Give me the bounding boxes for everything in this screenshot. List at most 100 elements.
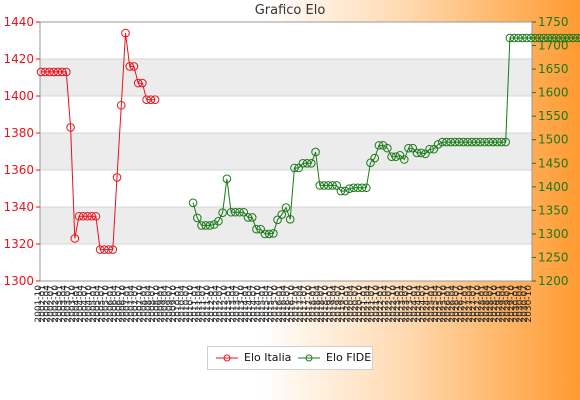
- x-tick-label: 2016-10: [287, 285, 297, 323]
- y-right-tick-label: 1250: [538, 250, 569, 264]
- x-tick-label: 2022-04: [380, 285, 390, 323]
- grid-band: [40, 207, 532, 244]
- grid-band: [40, 133, 532, 170]
- x-tick-label: 2004-01: [72, 285, 82, 323]
- x-tick-label: 2022-07: [385, 285, 395, 323]
- x-tick-label: 2001-10: [34, 285, 44, 323]
- data-point: [454, 137, 464, 147]
- x-tick-label: 2030-01: [511, 285, 521, 323]
- x-tick-label: 2023-07: [402, 285, 412, 323]
- x-tick-label: 2019-07: [334, 285, 344, 323]
- data-point: [264, 229, 274, 239]
- x-tick-label: 2026-04: [448, 285, 458, 323]
- data-point: [290, 163, 299, 173]
- y-right-tick-label: 1450: [538, 156, 569, 170]
- data-point: [104, 245, 113, 254]
- x-tick-label: 2009-01: [157, 285, 167, 323]
- data-point: [100, 245, 109, 254]
- x-tick-label: 2018-10: [321, 285, 331, 323]
- x-tick-label: 2011-10: [203, 285, 213, 323]
- data-point: [277, 210, 287, 219]
- data-point: [45, 67, 54, 77]
- x-tick-label: 2016-07: [283, 285, 293, 323]
- data-point: [505, 33, 515, 43]
- data-point: [252, 224, 261, 234]
- data-point: [125, 62, 135, 71]
- data-point: [83, 211, 92, 221]
- x-tick-label: 2004-10: [85, 285, 95, 323]
- x-tick-label: 2018-04: [313, 285, 323, 323]
- x-tick-label: 2027-07: [469, 285, 479, 323]
- x-tick-label: 2007-04: [127, 285, 137, 323]
- data-point: [383, 143, 392, 153]
- data-point: [530, 33, 540, 43]
- y-left-tick-label: 1320: [3, 237, 34, 251]
- data-point: [95, 245, 105, 254]
- x-tick-label: 2021-10: [372, 285, 382, 323]
- x-tick-label: 2029-01: [494, 285, 504, 323]
- data-point: [332, 181, 341, 190]
- x-tick-label: 2023-10: [406, 285, 416, 323]
- x-tick-label: 2002-07: [47, 285, 57, 323]
- x-tick-label: 2028-04: [482, 285, 492, 323]
- data-point: [336, 186, 346, 196]
- data-point: [243, 213, 253, 222]
- data-point: [57, 67, 67, 77]
- x-tick-label: 2024-10: [423, 285, 433, 323]
- x-tick-label: 2028-10: [490, 285, 500, 323]
- data-point: [53, 67, 63, 77]
- x-tick-label: 2030-07: [520, 285, 530, 323]
- plot-border: [39, 21, 533, 282]
- y-left-tick-label: 1300: [3, 274, 34, 288]
- x-tick-label: 2020-04: [347, 285, 357, 323]
- x-tick-label: 2008-01: [140, 285, 150, 323]
- data-point: [416, 148, 426, 158]
- data-point: [285, 215, 295, 224]
- data-point: [323, 181, 333, 190]
- x-tick-label: 2002-04: [42, 285, 52, 323]
- x-tick-label: 2008-04: [144, 285, 154, 323]
- data-point: [40, 67, 50, 77]
- data-point: [121, 28, 130, 38]
- x-tick-label: 2014-10: [254, 285, 264, 323]
- x-tick-label: 2014-01: [241, 285, 251, 323]
- data-point: [49, 67, 58, 77]
- x-tick-label: 2019-10: [338, 285, 348, 323]
- data-point: [467, 137, 477, 147]
- data-point: [74, 211, 84, 221]
- legend-label-fide: Elo FIDE: [326, 351, 372, 364]
- x-tick-label: 2005-01: [89, 285, 99, 323]
- y-left-tick-label: 1340: [3, 200, 34, 214]
- y-right-tick-label: 1600: [538, 86, 569, 100]
- data-point: [450, 137, 460, 147]
- x-tick-label: 2026-01: [444, 285, 454, 323]
- data-point: [66, 123, 75, 132]
- x-tick-label: 2022-01: [376, 285, 386, 323]
- data-point: [408, 143, 418, 153]
- x-tick-label: 2011-01: [190, 285, 200, 323]
- data-point: [370, 153, 380, 163]
- x-tick-label: 2025-01: [427, 285, 437, 323]
- data-point: [256, 224, 265, 234]
- data-point: [492, 137, 502, 147]
- x-tick-label: 2013-04: [228, 285, 238, 323]
- x-tick-label: 2021-01: [359, 285, 369, 323]
- data-point: [399, 155, 409, 164]
- data-point: [387, 152, 396, 161]
- data-point: [433, 140, 443, 149]
- series-line-0: [41, 33, 156, 251]
- data-point: [281, 203, 291, 212]
- data-point: [573, 33, 580, 43]
- data-point: [129, 62, 139, 71]
- x-tick-label: 2023-01: [393, 285, 403, 323]
- x-tick-label: 2009-10: [169, 285, 179, 323]
- x-tick-label: 2003-04: [59, 285, 69, 323]
- x-tick-label: 2010-07: [182, 285, 192, 323]
- data-point: [70, 234, 80, 243]
- data-point: [412, 148, 422, 158]
- x-tick-label: 2007-01: [123, 285, 133, 323]
- y-right-tick-label: 1550: [538, 109, 569, 123]
- data-point: [91, 211, 101, 221]
- x-tick-label: 2021-07: [368, 285, 378, 323]
